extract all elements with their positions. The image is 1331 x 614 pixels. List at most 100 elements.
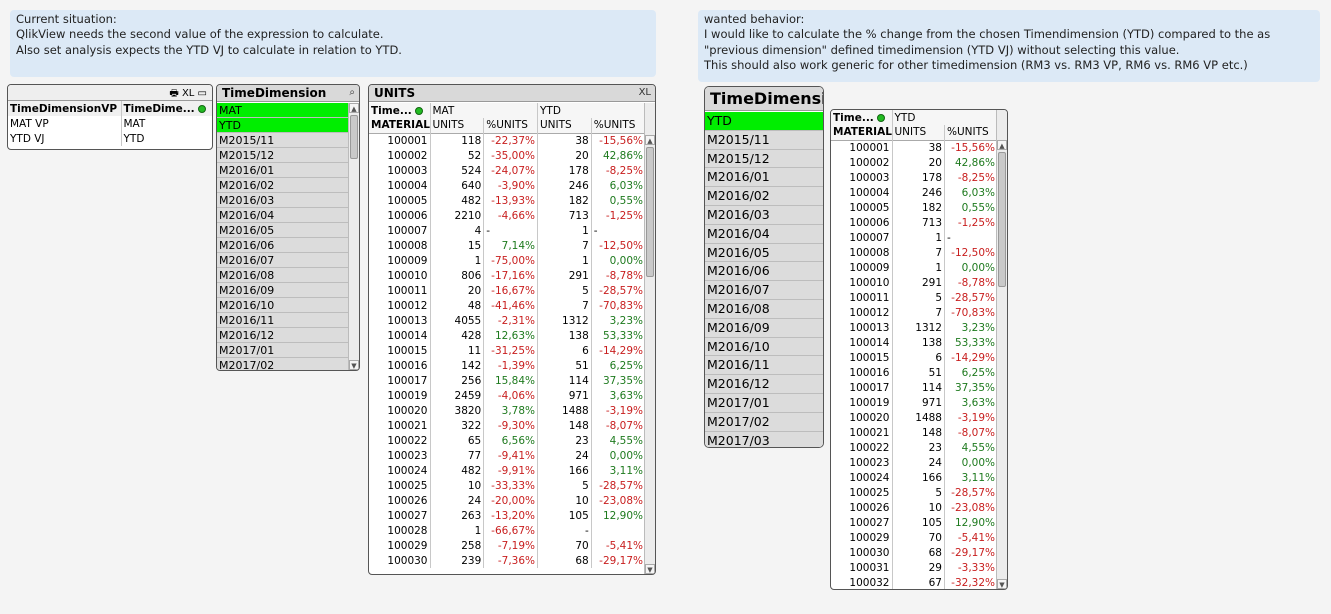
table-row[interactable]: 100014 428 12,63% 138 53,33% bbox=[369, 328, 644, 343]
listbox-item[interactable]: YTD bbox=[217, 118, 348, 133]
scroll-down-icon[interactable]: ▼ bbox=[349, 360, 359, 370]
column-header[interactable]: TimeDimensionVP bbox=[8, 101, 122, 116]
scrollbar[interactable]: ▲ ▼ bbox=[348, 103, 359, 370]
table-row[interactable]: 100007 1- bbox=[831, 230, 996, 245]
scroll-down-icon[interactable]: ▼ bbox=[997, 579, 1007, 589]
listbox-caption[interactable]: TimeDimensi bbox=[705, 87, 823, 111]
scroll-thumb[interactable] bbox=[998, 152, 1006, 287]
listbox-item[interactable]: M2016/05 bbox=[217, 223, 348, 238]
table-row[interactable]: 100017 256 15,84% 114 37,35% bbox=[369, 373, 644, 388]
search-icon[interactable]: ⌕ bbox=[349, 87, 355, 98]
listbox-item[interactable]: M2016/03 bbox=[705, 205, 823, 225]
listbox-item[interactable]: M2016/08 bbox=[705, 299, 823, 319]
table-caption[interactable]: UNITS XL bbox=[369, 85, 655, 102]
table-row[interactable]: 100020 3820 3,78% 1488 -3,19% bbox=[369, 403, 644, 418]
table-row[interactable]: 100009 1 -75,00% 1 0,00% bbox=[369, 253, 644, 268]
toolbar-icons[interactable]: 🖶 XL ▭ bbox=[169, 88, 207, 99]
table-row[interactable]: 100004 640 -3,90% 246 6,03% bbox=[369, 178, 644, 193]
table-row[interactable]: 100023 77 -9,41% 24 0,00% bbox=[369, 448, 644, 463]
scroll-down-icon[interactable]: ▼ bbox=[645, 564, 655, 574]
listbox-item[interactable]: M2017/01 bbox=[217, 343, 348, 358]
table-row[interactable]: 100001 38 -15,56% bbox=[831, 140, 996, 155]
scroll-up-icon[interactable]: ▲ bbox=[349, 103, 359, 113]
table-row[interactable]: 100007 4-1- bbox=[369, 223, 644, 238]
listbox-item[interactable]: M2015/12 bbox=[217, 148, 348, 163]
table-row[interactable]: 100014 138 53,33% bbox=[831, 335, 996, 350]
table-row[interactable]: 100002 20 42,86% bbox=[831, 155, 996, 170]
listbox-item[interactable]: M2016/10 bbox=[705, 337, 823, 357]
table-row[interactable]: 100031 29 -3,33% bbox=[831, 560, 996, 575]
listbox-item[interactable]: M2015/11 bbox=[217, 133, 348, 148]
listbox-item[interactable]: M2016/08 bbox=[217, 268, 348, 283]
table-row[interactable]: 100004 246 6,03% bbox=[831, 185, 996, 200]
table-row[interactable]: YTD VJ YTD bbox=[8, 131, 212, 146]
column-header-material[interactable]: MATERIAL bbox=[369, 118, 431, 133]
column-header[interactable]: Time... bbox=[831, 110, 893, 125]
listbox-item[interactable]: M2016/02 bbox=[217, 178, 348, 193]
table-row[interactable]: 100003 524 -24,07% 178 -8,25% bbox=[369, 163, 644, 178]
table-row[interactable]: 100029 258 -7,19% 70 -5,41% bbox=[369, 538, 644, 553]
listbox-caption[interactable]: TimeDimension ⌕ bbox=[217, 85, 359, 102]
listbox-item[interactable]: MAT bbox=[217, 103, 348, 118]
table-row[interactable]: 100011 20 -16,67% 5 -28,57% bbox=[369, 283, 644, 298]
listbox-item[interactable]: M2016/02 bbox=[705, 187, 823, 206]
table-row[interactable]: 100030 68 -29,17% bbox=[831, 545, 996, 560]
table-row[interactable]: 100019 971 3,63% bbox=[831, 395, 996, 410]
table-row[interactable]: 100025 5 -28,57% bbox=[831, 485, 996, 500]
listbox-item[interactable]: M2016/06 bbox=[217, 238, 348, 253]
table-row[interactable]: 100024 482 -9,91% 166 3,11% bbox=[369, 463, 644, 478]
table-row[interactable]: 100002 52 -35,00% 20 42,86% bbox=[369, 148, 644, 163]
table-row[interactable]: 100028 1 -66,67% - bbox=[369, 523, 644, 538]
listbox-item[interactable]: M2016/10 bbox=[217, 298, 348, 313]
table-row[interactable]: 100005 182 0,55% bbox=[831, 200, 996, 215]
listbox-item[interactable]: M2016/03 bbox=[217, 193, 348, 208]
scroll-thumb[interactable] bbox=[646, 147, 654, 277]
listbox-item[interactable]: M2015/12 bbox=[705, 149, 823, 169]
table-row[interactable]: 100029 70 -5,41% bbox=[831, 530, 996, 545]
listbox-item[interactable]: M2017/03 bbox=[705, 431, 823, 447]
listbox-item[interactable]: M2016/09 bbox=[705, 318, 823, 338]
table-row[interactable]: 100015 6 -14,29% bbox=[831, 350, 996, 365]
listbox-item[interactable]: M2016/01 bbox=[217, 163, 348, 178]
listbox-item[interactable]: M2017/02 bbox=[217, 358, 348, 370]
table-row[interactable]: 100008 15 7,14% 7 -12,50% bbox=[369, 238, 644, 253]
table-row[interactable]: 100025 10 -33,33% 5 -28,57% bbox=[369, 478, 644, 493]
table-row[interactable]: 100023 24 0,00% bbox=[831, 455, 996, 470]
column-header-units[interactable]: UNITS bbox=[430, 118, 485, 133]
scrollbar[interactable]: ▲ ▼ bbox=[644, 103, 655, 574]
table-row[interactable]: 100010 806 -17,16% 291 -8,78% bbox=[369, 268, 644, 283]
table-row[interactable]: 100020 1488 -3,19% bbox=[831, 410, 996, 425]
listbox-item[interactable]: M2017/01 bbox=[705, 393, 823, 413]
table-row[interactable]: 100003 178 -8,25% bbox=[831, 170, 996, 185]
column-header-pct-units[interactable]: %UNITS bbox=[483, 118, 538, 133]
table-row[interactable]: 100011 5 -28,57% bbox=[831, 290, 996, 305]
table-row[interactable]: 100013 1312 3,23% bbox=[831, 320, 996, 335]
listbox-item[interactable]: M2016/06 bbox=[705, 262, 823, 282]
table-row[interactable]: 100027 105 12,90% bbox=[831, 515, 996, 530]
scroll-up-icon[interactable]: ▲ bbox=[645, 135, 655, 145]
table-row[interactable]: 100012 48 -41,46% 7 -70,83% bbox=[369, 298, 644, 313]
table-row[interactable]: MAT VP MAT bbox=[8, 116, 212, 131]
table-row[interactable]: 100015 11 -31,25% 6 -14,29% bbox=[369, 343, 644, 358]
table-row[interactable]: 100016 142 -1,39% 51 6,25% bbox=[369, 358, 644, 373]
table-row[interactable]: 100001 118 -22,37% 38 -15,56% bbox=[369, 133, 644, 148]
listbox-item[interactable]: M2016/07 bbox=[217, 253, 348, 268]
table-row[interactable]: 100017 114 37,35% bbox=[831, 380, 996, 395]
column-header[interactable]: Time... bbox=[369, 103, 431, 118]
listbox-item[interactable]: M2016/11 bbox=[217, 313, 348, 328]
listbox-item[interactable]: YTD bbox=[705, 112, 823, 131]
column-header-units[interactable]: UNITS bbox=[892, 125, 945, 140]
listbox-item[interactable]: M2016/12 bbox=[705, 375, 823, 394]
column-header-pct-units[interactable]: %UNITS bbox=[947, 126, 989, 139]
listbox-item[interactable]: M2016/11 bbox=[705, 356, 823, 376]
table-row[interactable]: 100010 291 -8,78% bbox=[831, 275, 996, 290]
table-row[interactable]: 100016 51 6,25% bbox=[831, 365, 996, 380]
column-header-material[interactable]: MATERIAL bbox=[831, 125, 893, 140]
listbox-item[interactable]: M2016/04 bbox=[217, 208, 348, 223]
listbox-item[interactable]: M2016/01 bbox=[705, 168, 823, 188]
column-header[interactable]: TimeDime... bbox=[121, 101, 212, 116]
table-row[interactable]: 100012 7 -70,83% bbox=[831, 305, 996, 320]
table-row[interactable]: 100022 65 6,56% 23 4,55% bbox=[369, 433, 644, 448]
table-row[interactable]: 100021 148 -8,07% bbox=[831, 425, 996, 440]
table-row[interactable]: 100019 2459 -4,06% 971 3,63% bbox=[369, 388, 644, 403]
